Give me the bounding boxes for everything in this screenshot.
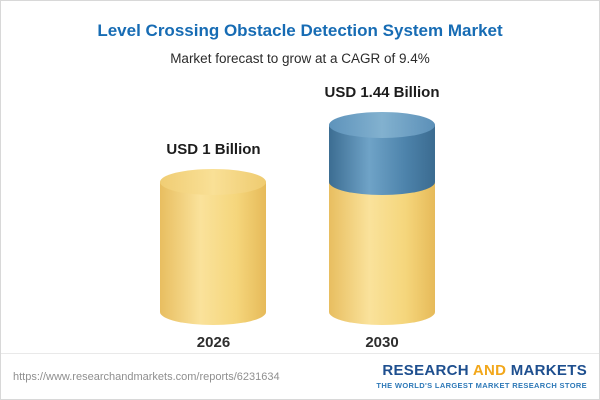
brand-word-research: RESEARCH bbox=[382, 361, 469, 379]
bar-2030-top-cap bbox=[329, 111, 435, 138]
value-label-2030: USD 1.44 Billion bbox=[324, 83, 440, 101]
value-label-2026: USD 1 Billion bbox=[166, 141, 261, 158]
page-subtitle: Market forecast to grow at a CAGR of 9.4… bbox=[170, 51, 430, 66]
category-label-2026: 2026 bbox=[196, 334, 231, 351]
category-label-2030: 2030 bbox=[365, 334, 399, 351]
bar-2026 bbox=[160, 169, 267, 325]
bar-2030 bbox=[329, 111, 435, 325]
bar-2030-bottom-cap bbox=[329, 299, 435, 325]
page-title: Level Crossing Obstacle Detection System… bbox=[97, 21, 503, 40]
brand-word-and: AND bbox=[472, 361, 507, 379]
bar-2026-body bbox=[160, 169, 267, 325]
brand-tagline: THE WORLD'S LARGEST MARKET RESEARCH STOR… bbox=[376, 381, 587, 391]
bar-2030-growth-body bbox=[329, 111, 435, 195]
bar-2030-segment-boundary-cap bbox=[329, 169, 435, 195]
footer: https://www.researchandmarkets.com/repor… bbox=[1, 353, 599, 399]
bar-group-2026: USD 1 Billion 2026 bbox=[160, 141, 267, 351]
brand-logo: RESEARCH AND MARKETS THE WORLD'S LARGEST… bbox=[376, 361, 587, 391]
brand-word-markets: MARKETS bbox=[510, 361, 587, 379]
report-url-link[interactable]: https://www.researchandmarkets.com/repor… bbox=[13, 370, 280, 383]
bar-group-2030: USD 1.44 Billion 2030 bbox=[324, 84, 439, 351]
bar-2026-bottom-cap bbox=[160, 299, 267, 325]
bar-2030-base-body bbox=[329, 182, 435, 325]
brand-name: RESEARCH AND MARKETS bbox=[376, 361, 587, 380]
chart-area: USD 1 Billion 2026 USD 1.44 Billion bbox=[1, 79, 599, 351]
bar-2026-top-cap bbox=[160, 169, 267, 195]
